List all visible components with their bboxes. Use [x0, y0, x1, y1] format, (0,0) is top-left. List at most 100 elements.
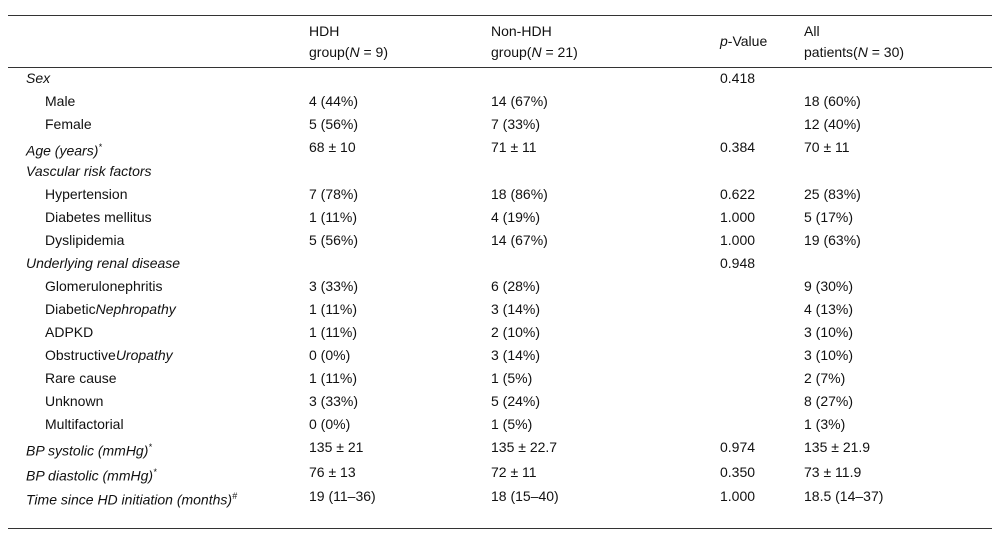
table-row: Rare cause 1 (11%) 1 (5%) 2 (7%): [8, 368, 992, 391]
row-label: Time since HD initiation (months)#: [8, 486, 309, 528]
header-cell: All patients(N = 30): [804, 16, 992, 68]
label-text: Time since HD initiation (months): [26, 492, 233, 509]
cell: 0.418: [720, 70, 756, 86]
cell: 71 ± 11: [491, 138, 537, 155]
row-label: BP systolic (mmHg)*: [8, 437, 309, 462]
table-row: Underlying renal disease 0.948: [8, 253, 992, 276]
row-label: Unknown: [45, 393, 104, 410]
cell: 73 ± 11.9: [804, 463, 862, 480]
cell: 7 (33%): [491, 115, 541, 132]
cell: 18 (60%): [804, 92, 861, 109]
header-cell: Non-HDH group(N = 21): [491, 16, 720, 68]
cell: [720, 299, 804, 322]
text: = 9): [359, 43, 388, 60]
label-text: Uropathy: [115, 347, 173, 364]
cell: 12 (40%): [804, 115, 861, 132]
cell: [804, 161, 992, 184]
table-row: Age (years)* 68 ± 10 71 ± 11 0.384 70 ± 11: [8, 137, 992, 162]
cell: 1 (11%): [309, 301, 357, 318]
label-text: Diabetic: [45, 301, 96, 318]
label-text: Age (years): [26, 142, 99, 159]
cell: [720, 91, 804, 114]
cell: 4 (13%): [804, 301, 854, 318]
cell: 0.384: [720, 138, 756, 155]
cell: 6 (28%): [491, 278, 541, 295]
table-row: Hypertension 7 (78%) 18 (86%) 0.622 25 (83%): [8, 184, 992, 207]
text: -Value: [727, 33, 768, 49]
cell: 1 (5%): [491, 370, 533, 387]
header-cell: p-Value: [720, 16, 804, 68]
row-label: Rare cause: [45, 370, 117, 387]
cell: 3 (33%): [309, 278, 359, 295]
text: patients(: [804, 43, 858, 60]
cell: 70 ± 11: [804, 138, 850, 155]
cell: 1 (11%): [309, 370, 357, 387]
table-row: BP systolic (mmHg)* 135 ± 21 135 ± 22.7 0.9…: [8, 437, 992, 462]
label-text: BP diastolic (mmHg): [26, 467, 154, 484]
cell: 1 (5%): [491, 416, 533, 433]
cell: 14 (67%): [491, 92, 548, 109]
footnote-mark: *: [98, 141, 102, 152]
cell: 0.622: [720, 186, 756, 203]
row-label: Age (years)*: [8, 137, 309, 162]
row-label: ObstructiveUropathy: [8, 345, 309, 368]
row-label: Sex: [26, 70, 51, 86]
cell: [491, 68, 720, 91]
cell: [720, 391, 804, 414]
cell: 1.000: [720, 488, 756, 505]
table-row: Dyslipidemia 5 (56%) 14 (67%) 1.000 19 (63%): [8, 230, 992, 253]
row-label: Vascular risk factors: [26, 163, 152, 180]
cell: [720, 414, 804, 437]
cell: 135 ± 21.9: [804, 439, 871, 456]
cell: 0.974: [720, 439, 756, 456]
text: All: [804, 22, 820, 39]
cell: 135 ± 21: [309, 439, 364, 456]
cell: 18.5 (14–37): [804, 488, 884, 505]
cell: 2 (10%): [491, 324, 541, 341]
cell: 0.350: [720, 463, 756, 480]
cell: [720, 368, 804, 391]
cell: 18 (15–40): [491, 488, 559, 505]
text: HDH: [309, 22, 340, 39]
cell: [720, 345, 804, 368]
cell: 4 (19%): [491, 209, 541, 226]
cell: 76 ± 13: [309, 463, 356, 480]
footnote-mark: *: [153, 466, 157, 477]
footnote-mark: *: [148, 442, 152, 453]
row-label: DiabeticNephropathy: [8, 299, 309, 322]
cell: 72 ± 11: [491, 463, 537, 480]
row-label: Female: [45, 115, 92, 132]
cell: 18 (86%): [491, 186, 548, 203]
cell: 5 (17%): [804, 209, 854, 226]
cell: [720, 322, 804, 345]
cell: 4 (44%): [309, 92, 359, 109]
cell: [720, 114, 804, 137]
cell: 1 (11%): [309, 324, 357, 341]
table-row: Sex 0.418: [8, 68, 992, 91]
row-label: Dyslipidemia: [45, 232, 125, 249]
cell: 3 (14%): [491, 347, 541, 364]
text: N: [349, 43, 360, 60]
table-row: Glomerulonephritis 3 (33%) 6 (28%) 9 (30%): [8, 276, 992, 299]
cell: 1.000: [720, 232, 756, 249]
table-row: Female 5 (56%) 7 (33%) 12 (40%): [8, 114, 992, 137]
label-text: Nephropathy: [95, 301, 176, 318]
table-row: Vascular risk factors: [8, 161, 992, 184]
cell: [804, 68, 992, 91]
cell: 5 (56%): [309, 232, 359, 249]
table-row: BP diastolic (mmHg)* 76 ± 13 72 ± 11 0.350 7…: [8, 462, 992, 487]
cell: 25 (83%): [804, 186, 861, 203]
text: N: [531, 43, 542, 60]
cell: 7 (78%): [309, 186, 359, 203]
cell: [720, 161, 804, 184]
table-row: Male 4 (44%) 14 (67%) 18 (60%): [8, 91, 992, 114]
cell: 3 (33%): [309, 393, 359, 410]
table-row: ADPKD 1 (11%) 2 (10%) 3 (10%): [8, 322, 992, 345]
text: group(: [309, 43, 350, 60]
text: = 21): [541, 43, 578, 60]
row-label: Diabetes mellitus: [45, 209, 152, 226]
cell: 8 (27%): [804, 393, 854, 410]
row-label: Multifactorial: [45, 416, 124, 433]
table-row: Unknown 3 (33%) 5 (24%) 8 (27%): [8, 391, 992, 414]
